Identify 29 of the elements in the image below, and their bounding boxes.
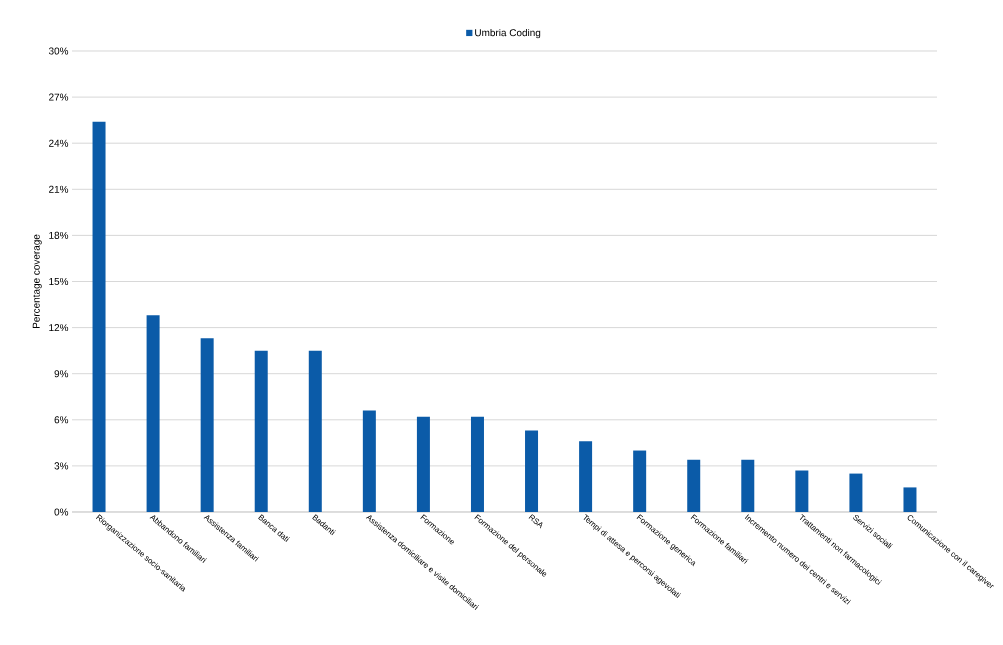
bar [416,416,430,512]
bar [579,441,593,512]
y-axis-title: Percentage coverage [32,234,42,329]
y-tick-label: 9% [54,370,69,378]
legend-label: Umbria Coding [475,28,541,39]
y-tick-label: 3% [54,462,69,470]
bar [146,315,160,512]
y-tick-label: 30% [48,47,69,55]
bar [308,350,322,512]
bar [849,473,863,512]
y-tick-label: 6% [54,416,69,424]
bar [687,459,701,512]
y-tick-label: 0% [54,508,69,516]
bar [362,410,376,512]
bar [525,430,539,512]
bar [92,121,106,512]
bar [200,338,214,512]
y-tick-label: 15% [49,277,69,285]
y-tick-label: 27% [49,93,69,101]
y-tick-label: 18% [49,231,69,239]
bar [903,487,917,512]
y-tick-label: 12% [49,324,69,332]
bar [254,350,268,512]
y-tick-label: 24% [49,139,69,147]
bar [470,416,484,512]
bar [795,470,809,512]
y-tick-label: 21% [49,185,69,193]
bar [633,450,647,512]
bar [741,459,755,512]
